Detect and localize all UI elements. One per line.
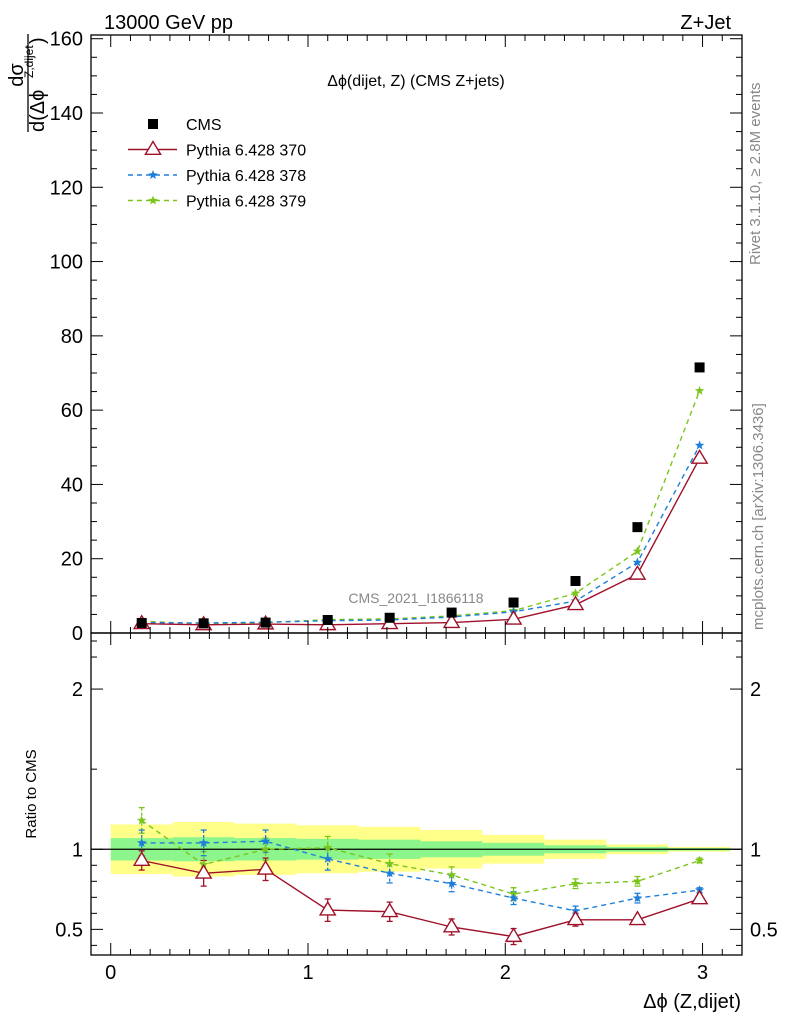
mcplots-label: mcplots.cern.ch [arXiv:1306.3436] (750, 403, 767, 630)
main-point-0 (694, 362, 705, 373)
ratio-point-2 (570, 878, 581, 888)
ratio-line-2 (141, 819, 700, 895)
ylabel-close-paren: ) (27, 37, 49, 44)
main-axis-ticks: 0 20 40 60 80 100 120 140 160 (50, 29, 742, 645)
main-ytick-label: 20 (61, 549, 83, 571)
main-point-0 (198, 618, 209, 629)
main-ytick-label: 100 (50, 252, 83, 274)
ylabel-denominator: d(Δϕ (27, 90, 49, 132)
ratio-line-1 (141, 840, 700, 912)
ratio-ytick-label-right: 0.5 (750, 919, 778, 941)
main-point-2 (694, 440, 705, 450)
main-point-1 (566, 595, 585, 611)
ratio-point-0 (442, 917, 461, 933)
ratio-point-0 (380, 902, 399, 918)
main-point-3 (570, 588, 581, 598)
legend-marker-3 (148, 195, 158, 205)
ratio-point-1 (446, 878, 457, 888)
ratio-point-1 (384, 868, 395, 878)
legend-label-0: CMS (186, 117, 222, 134)
ratio-point-1 (198, 837, 209, 847)
ratio-ytick-label-right: 1 (750, 839, 761, 861)
main-point-1 (504, 609, 523, 625)
main-point-0 (136, 617, 147, 628)
ratio-line-0 (141, 859, 700, 938)
main-point-1 (690, 449, 709, 464)
ratio-xtick-label: 1 (302, 962, 313, 984)
main-point-0 (570, 576, 581, 586)
plot-title: Δϕ(dijet, Z) (CMS Z+jets) (327, 73, 504, 90)
main-point-3 (694, 385, 705, 395)
main-ytick-label: 120 (50, 177, 83, 199)
ratio-point-0 (194, 863, 213, 879)
ratio-point-2 (446, 869, 457, 879)
ratio-xtick-label: 0 (105, 962, 116, 984)
ratio-point-0 (566, 910, 585, 926)
ratio-point-0 (132, 851, 151, 866)
ratio-point-2 (632, 876, 643, 886)
process-label: Z+Jet (680, 12, 731, 34)
main-line-1 (141, 458, 701, 626)
main-point-1 (442, 613, 461, 629)
main-point-0 (322, 615, 333, 625)
ratio-point-0 (628, 910, 647, 926)
main-ytick-label: 60 (61, 400, 83, 422)
ratio-ytick-label: 2 (72, 679, 83, 701)
ratio-point-0 (256, 859, 275, 875)
ratio-point-2 (694, 855, 705, 865)
main-ytick-label: 140 (50, 103, 83, 125)
ratio-axis-ticks: 0 1 2 3 0.5 0.5 1 1 2 2 (55, 633, 778, 984)
main-ytick-label: 0 (72, 623, 83, 645)
watermark: CMS_2021_I1866118 (348, 590, 483, 606)
main-point-0 (384, 612, 395, 623)
ratio-xtick-label: 2 (500, 962, 511, 984)
ratio-point-1 (322, 853, 333, 863)
ratio-ylabel: Ratio to CMS (23, 749, 40, 838)
energy-label: 13000 GeV pp (104, 12, 233, 34)
main-line-2 (141, 445, 701, 624)
ratio-point-2 (384, 858, 395, 868)
legend-marker-1 (144, 140, 162, 155)
ylabel-numerator: dσ (6, 63, 28, 87)
ratio-point-0 (318, 900, 337, 916)
legend-label-1: Pythia 6.428 370 (186, 143, 306, 160)
ylabel-superscript: Z,dijet (22, 45, 36, 78)
main-ytick-label: 40 (61, 474, 83, 496)
ratio-point-2 (136, 815, 147, 825)
legend-label-3: Pythia 6.428 379 (186, 194, 306, 211)
main-ytick-label: 80 (61, 326, 83, 348)
main-point-0 (446, 607, 457, 618)
legend-label-2: Pythia 6.428 378 (186, 168, 306, 185)
ratio-point-2 (260, 844, 271, 854)
ratio-point-1 (136, 837, 147, 847)
main-point-0 (632, 522, 643, 533)
main-point-1 (628, 564, 647, 580)
main-point-2 (632, 557, 643, 567)
ratio-plot: 0 1 2 3 0.5 0.5 1 1 2 2 Ratio to CMS Δϕ (Z,dijet) (23, 632, 778, 1013)
main-ytick-label: 160 (50, 29, 83, 51)
ratio-point-1 (260, 836, 271, 846)
rivet-label: Rivet 3.1.10, ≥ 2.8M events (747, 83, 764, 266)
ratio-point-1 (632, 893, 643, 903)
legend: CMS Pythia 6.428 370 Pythia 6.428 378 Pythi… (128, 117, 306, 211)
ratio-point-0 (504, 927, 523, 943)
main-ylabel: dσ d(Δϕ Z,dijet ) (6, 34, 49, 132)
ratio-ytick-label: 1 (72, 839, 83, 861)
ratio-point-2 (322, 842, 333, 852)
main-line-3 (141, 390, 701, 625)
main-point-0 (260, 617, 271, 628)
ratio-point-1 (508, 893, 519, 903)
main-point-3 (632, 546, 643, 556)
legend-marker-2 (148, 170, 158, 180)
ratio-xtick-label: 3 (697, 962, 708, 984)
ratio-ytick-label: 0.5 (55, 919, 83, 941)
ratio-point-0 (690, 889, 709, 905)
ratio-ytick-label-right: 2 (750, 679, 761, 701)
main-point-0 (508, 597, 519, 608)
ratio-frame (90, 632, 743, 956)
xlabel: Δϕ (Z,dijet) (643, 991, 741, 1013)
legend-marker-0 (148, 119, 158, 129)
